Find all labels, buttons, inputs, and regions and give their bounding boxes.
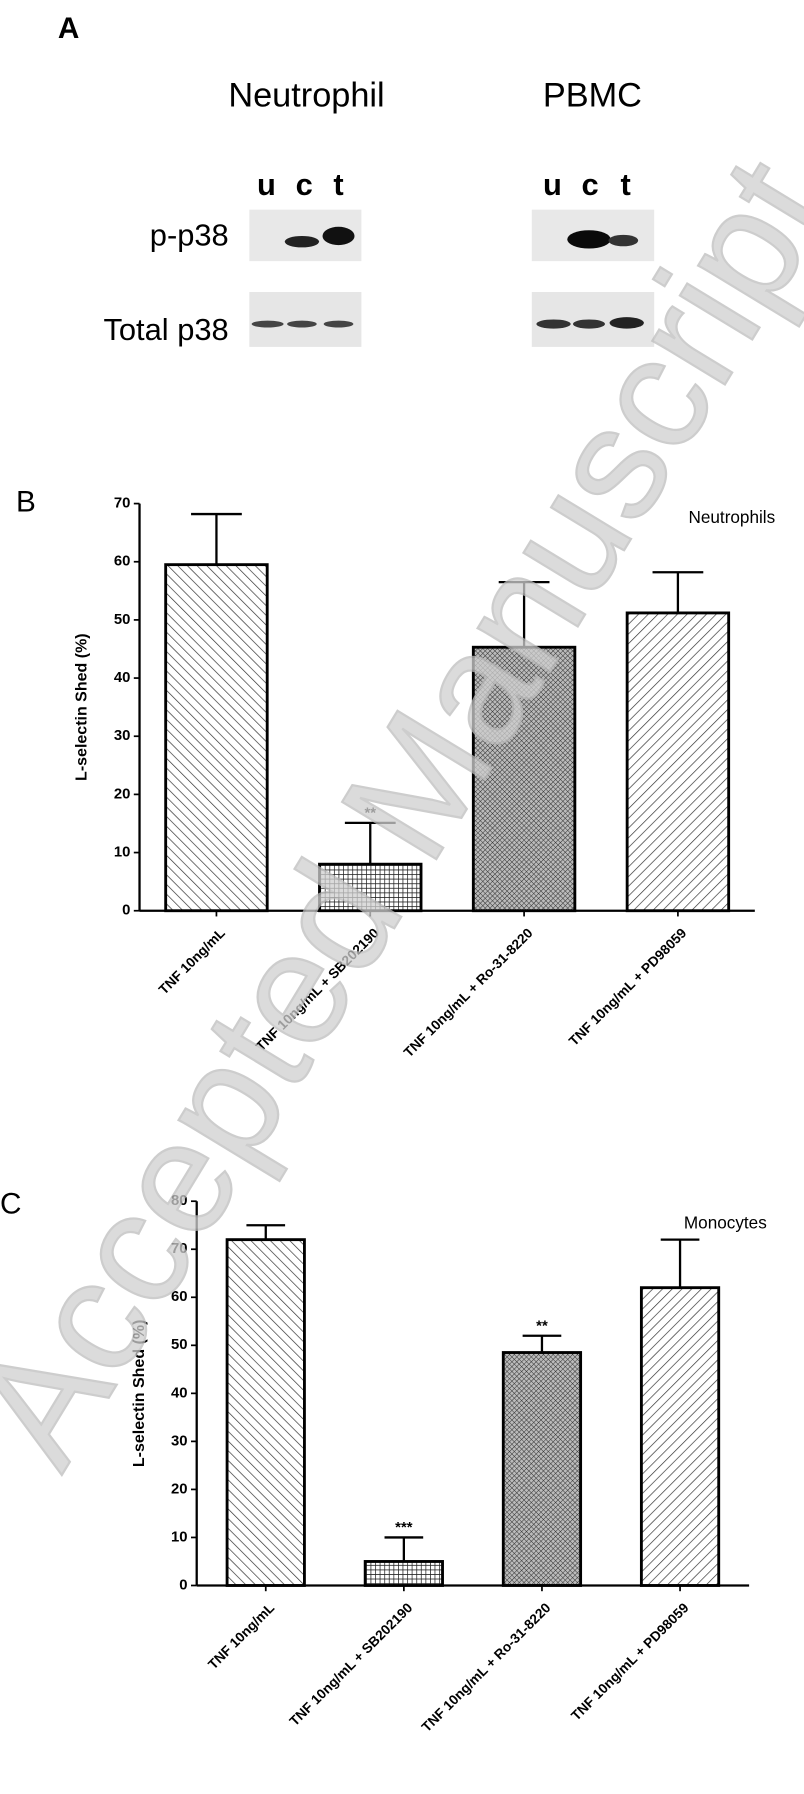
x-tick-label: TNF 10ng/mL + SB202190: [287, 1600, 416, 1729]
group-label: PBMC: [543, 77, 642, 115]
chart-title: Monocytes: [684, 1213, 767, 1233]
panel-label: C: [0, 1188, 21, 1221]
y-tick-label: 0: [179, 1577, 187, 1593]
lane-label: t: [620, 167, 630, 202]
significance: **: [536, 1318, 548, 1334]
y-tick-label: 20: [171, 1481, 188, 1497]
y-tick-label: 30: [171, 1433, 188, 1449]
y-tick-label: 60: [114, 554, 131, 570]
y-tick-label: 20: [114, 786, 131, 802]
x-tick-label: TNF 10ng/mL + PD98059: [566, 925, 690, 1049]
row-label: p-p38: [150, 217, 229, 252]
row-label: Total p38: [103, 312, 228, 347]
y-tick-label: 10: [114, 844, 131, 860]
x-tick-label: TNF 10ng/mL: [205, 1600, 277, 1672]
bar: [365, 1561, 442, 1585]
y-tick-label: 10: [171, 1529, 188, 1545]
chart-title: Neutrophils: [688, 507, 775, 527]
y-tick-label: 50: [114, 612, 131, 628]
x-tick-label: TNF 10ng/mL + Ro-31-8220: [419, 1600, 554, 1735]
x-tick-label: TNF 10ng/mL + PD98059: [568, 1600, 692, 1724]
lane-label: t: [333, 167, 343, 202]
y-tick-label: 0: [122, 903, 130, 919]
y-tick-label: 70: [114, 495, 131, 511]
lane-label: u: [543, 167, 562, 202]
y-tick-label: 40: [114, 670, 131, 686]
lane-label: c: [296, 167, 313, 202]
panel-label: B: [16, 485, 36, 518]
figure: A Neutrophil PBMC u c t u c t p-p38 Tota…: [0, 0, 804, 1794]
y-axis-title: L-selectin Shed (%): [74, 633, 91, 781]
significance: ***: [395, 1520, 413, 1536]
group-label: Neutrophil: [228, 77, 384, 115]
bar: [627, 613, 729, 911]
bar: [503, 1353, 580, 1586]
bar: [227, 1240, 304, 1586]
y-tick-label: 30: [114, 728, 131, 744]
lane-label: c: [582, 167, 599, 202]
panel-label: A: [58, 12, 79, 45]
lane-label: u: [257, 167, 276, 202]
bar: [166, 565, 268, 911]
bar: [641, 1288, 718, 1586]
y-tick-label: 40: [171, 1385, 188, 1401]
